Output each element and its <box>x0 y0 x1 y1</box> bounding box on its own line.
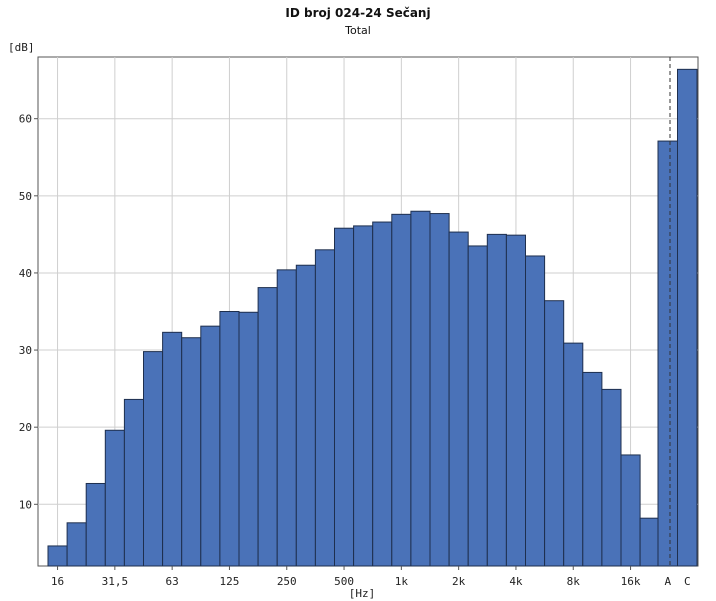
bar-1,6k <box>429 213 450 567</box>
y-axis-label: [dB] <box>8 41 35 54</box>
bar-4k <box>505 234 526 567</box>
bar-5k <box>525 255 546 567</box>
bar-20 <box>66 522 87 567</box>
bar-125 <box>219 311 240 567</box>
y-tick-label: 20 <box>19 421 32 434</box>
bar-25 <box>85 482 106 567</box>
bar-250 <box>276 269 297 567</box>
x-axis-label: [Hz] <box>349 587 376 600</box>
x-tick-label: 500 <box>334 575 354 588</box>
x-tick-label: 4k <box>509 575 523 588</box>
x-tick-label: 1k <box>395 575 409 588</box>
x-tick-label: 2k <box>452 575 466 588</box>
bar-1k <box>391 213 412 567</box>
bar-16 <box>47 545 68 567</box>
total-tick-label: C <box>684 575 691 588</box>
x-tick-label: 250 <box>277 575 297 588</box>
bar-100 <box>200 325 221 567</box>
chart-subtitle: Total <box>345 24 371 37</box>
total-bar-A <box>657 140 678 567</box>
bar-12,5k <box>601 388 622 567</box>
x-tick-label: 16 <box>51 575 64 588</box>
bar-3,15k <box>486 233 507 567</box>
bar-40 <box>123 398 145 567</box>
bar-63 <box>162 331 183 567</box>
x-tick-label: 125 <box>220 575 240 588</box>
total-tick-label: A <box>664 575 671 588</box>
bar-80 <box>181 337 202 567</box>
bar-500 <box>334 227 355 567</box>
bar-400 <box>314 249 335 567</box>
bar-10k <box>582 371 603 567</box>
bar-160 <box>238 311 259 567</box>
x-tick-label: 63 <box>166 575 179 588</box>
bar-16k <box>620 454 641 567</box>
bar-630 <box>353 225 374 567</box>
x-tick-label: 8k <box>567 575 581 588</box>
bar-800 <box>372 221 393 567</box>
bar-50 <box>143 351 164 567</box>
bar-2,5k <box>467 245 488 567</box>
chart-title: ID broj 024-24 Sečanj <box>285 6 431 20</box>
y-tick-label: 60 <box>19 113 32 126</box>
bar-315 <box>295 264 316 567</box>
y-tick-label: 40 <box>19 267 32 280</box>
bar-31,5 <box>104 429 125 567</box>
bar-1,25k <box>410 210 431 567</box>
total-bar-C <box>677 68 698 567</box>
x-tick-label: 31,5 <box>102 575 129 588</box>
y-tick-label: 30 <box>19 344 32 357</box>
y-tick-label: 50 <box>19 190 32 203</box>
bar-20k <box>639 517 660 567</box>
y-tick-label: 10 <box>19 498 32 511</box>
bar-2k <box>448 231 469 567</box>
bar-6,3k <box>544 300 565 567</box>
bar-200 <box>257 287 278 567</box>
x-tick-label: 16k <box>621 575 641 588</box>
bar-8k <box>563 342 584 567</box>
